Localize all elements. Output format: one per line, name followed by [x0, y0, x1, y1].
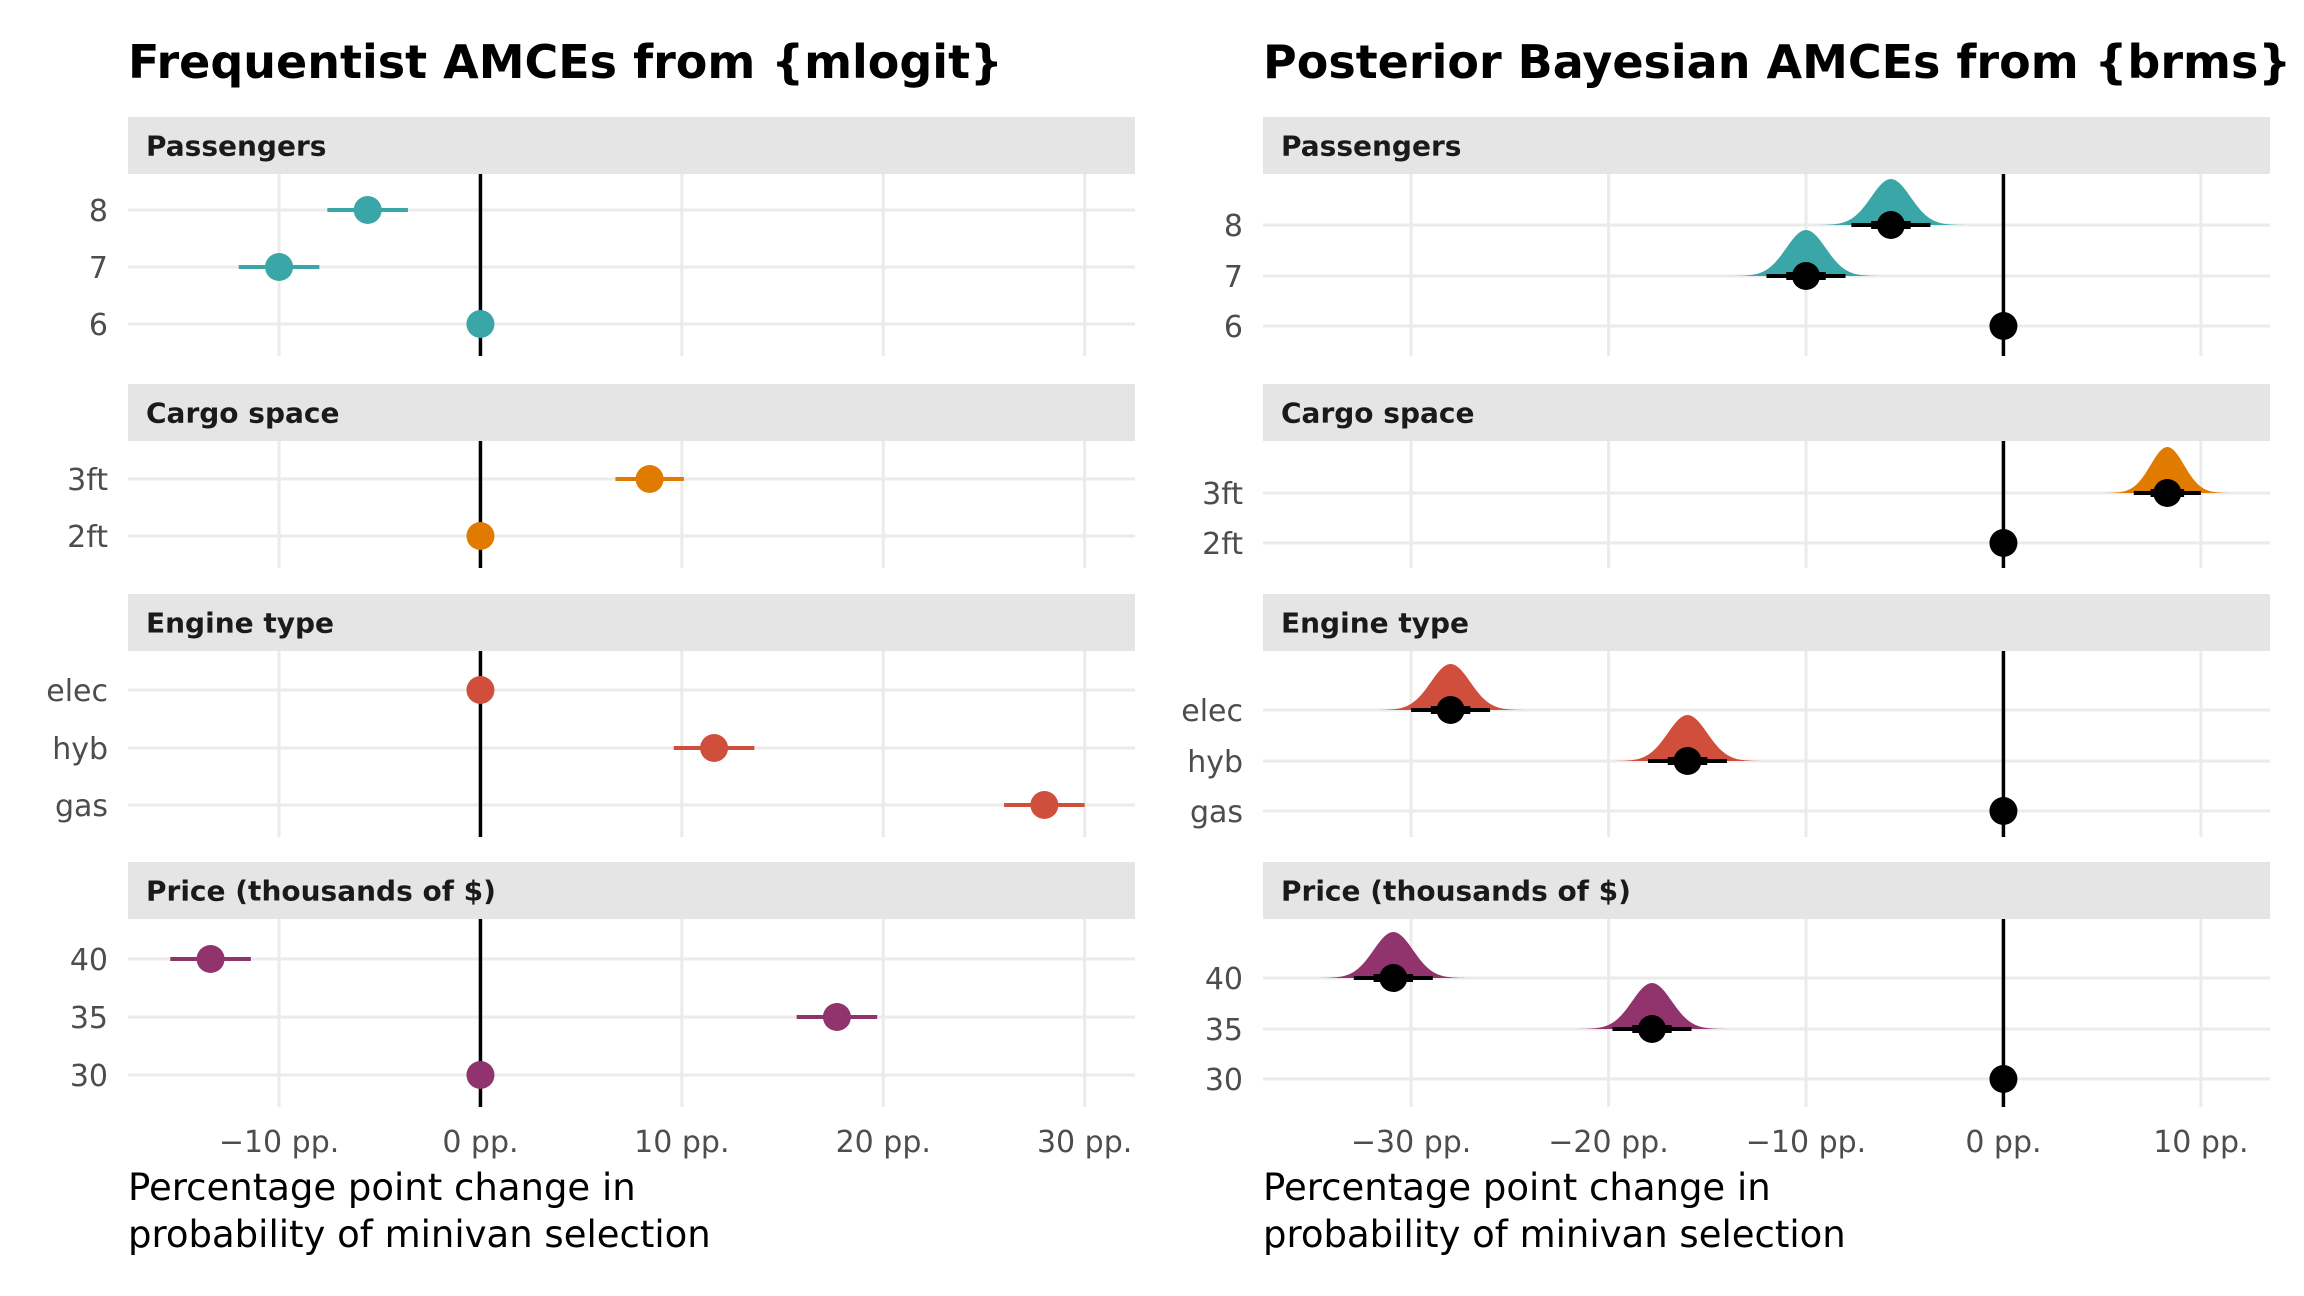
- y-tick-label: 40: [70, 943, 108, 978]
- y-tick-label: 30: [1205, 1063, 1243, 1098]
- posterior-median-point: [1989, 1065, 2018, 1093]
- posterior-median-point: [1379, 964, 1408, 992]
- x-tick-label: 20 pp.: [836, 1125, 931, 1160]
- facet-strip-label: Cargo space: [1281, 397, 1474, 430]
- x-tick-label: 0 pp.: [1965, 1125, 2041, 1160]
- x-axis-label: probability of minivan selection: [128, 1213, 711, 1256]
- chart-title: Frequentist AMCEs from {mlogit}: [128, 35, 1003, 89]
- y-tick-label: 8: [89, 194, 108, 229]
- x-tick-label: 30 pp.: [1037, 1125, 1132, 1160]
- facet-strip: [128, 117, 1135, 174]
- posterior-median-point: [1989, 797, 2018, 825]
- posterior-median-point: [1989, 529, 2018, 557]
- facet-engine-type: Engine type elec hyb gas: [1181, 594, 2270, 837]
- x-axis-label: Percentage point change in: [128, 1166, 636, 1209]
- facet-strip: [1263, 862, 2270, 919]
- x-tick-label: −30 pp.: [1351, 1125, 1471, 1160]
- posterior-median-point: [2153, 479, 2182, 507]
- x-axis-label: probability of minivan selection: [1263, 1213, 1846, 1256]
- facet-price-thousands-of: Price (thousands of $) 40 35 30: [1205, 862, 2270, 1107]
- facet-strip-label: Engine type: [146, 607, 334, 640]
- posterior-median-point: [1989, 312, 2018, 340]
- posterior-median-point: [1791, 262, 1820, 290]
- estimate-point: [466, 522, 495, 550]
- x-tick-label: −10 pp.: [219, 1125, 339, 1160]
- posterior-median-point: [1673, 747, 1702, 775]
- x-tick-label: 10 pp.: [634, 1125, 729, 1160]
- frequentist-panel: Frequentist AMCEs from {mlogit} Passenger…: [46, 35, 1135, 1256]
- facet-strip: [128, 594, 1135, 651]
- y-tick-label: 7: [1224, 260, 1243, 295]
- x-tick-label: 10 pp.: [2153, 1125, 2248, 1160]
- posterior-density: [1807, 179, 1974, 225]
- y-tick-label: 35: [70, 1001, 108, 1036]
- estimate-point: [700, 734, 729, 762]
- posterior-density: [2096, 447, 2238, 493]
- y-tick-label: 8: [1224, 209, 1243, 244]
- posterior-density: [1310, 932, 1477, 978]
- facet-strip-label: Engine type: [1281, 607, 1469, 640]
- facet-strip-label: Price (thousands of $): [1281, 875, 1631, 908]
- posterior-density: [1569, 983, 1735, 1029]
- estimate-point: [635, 465, 664, 493]
- x-tick-label: −20 pp.: [1548, 1125, 1668, 1160]
- y-tick-label: hyb: [52, 732, 108, 767]
- facet-strip: [1263, 384, 2270, 441]
- estimate-point: [466, 310, 495, 338]
- chart-title: Posterior Bayesian AMCEs from {brms}: [1263, 35, 2291, 89]
- facet-strip: [1263, 117, 2270, 174]
- posterior-density: [1604, 715, 1771, 761]
- y-tick-label: hyb: [1187, 745, 1243, 780]
- bayesian-panel: Posterior Bayesian AMCEs from {brms} Pass…: [1181, 35, 2291, 1256]
- estimate-point: [822, 1003, 851, 1031]
- x-tick-label: −10 pp.: [1746, 1125, 1866, 1160]
- facet-strip-label: Cargo space: [146, 397, 339, 430]
- facet-engine-type: Engine type elec hyb gas: [46, 594, 1135, 837]
- y-tick-label: 6: [89, 308, 108, 343]
- y-tick-label: 2ft: [1202, 527, 1243, 562]
- posterior-median-point: [1876, 211, 1905, 239]
- estimate-point: [265, 253, 294, 281]
- y-tick-label: elec: [1181, 694, 1243, 729]
- facet-strip-label: Passengers: [1281, 130, 1461, 163]
- y-tick-label: 2ft: [67, 520, 108, 555]
- facet-strip-label: Price (thousands of $): [146, 875, 496, 908]
- y-tick-label: 30: [70, 1059, 108, 1094]
- facet-passengers: Passengers 8 7 6: [1224, 117, 2270, 356]
- facet-strip-label: Passengers: [146, 130, 326, 163]
- estimate-point: [353, 196, 382, 224]
- y-tick-label: 3ft: [67, 463, 108, 498]
- y-tick-label: gas: [55, 789, 108, 824]
- y-tick-label: 35: [1205, 1013, 1243, 1048]
- facet-strip: [128, 862, 1135, 919]
- y-tick-label: gas: [1190, 795, 1243, 830]
- estimate-point: [196, 945, 225, 973]
- y-tick-label: 7: [89, 251, 108, 286]
- estimate-point: [466, 676, 495, 704]
- facet-passengers: Passengers 8 7 6: [89, 117, 1135, 356]
- y-tick-label: 6: [1224, 310, 1243, 345]
- posterior-density: [1367, 664, 1534, 710]
- estimate-point: [466, 1061, 495, 1089]
- facet-cargo-space: Cargo space 3ft 2ft: [1202, 384, 2270, 568]
- facet-strip: [128, 384, 1135, 441]
- facet-cargo-space: Cargo space 3ft 2ft: [67, 384, 1135, 568]
- posterior-density: [1723, 230, 1889, 276]
- y-tick-label: elec: [46, 674, 108, 709]
- facet-strip: [1263, 594, 2270, 651]
- x-tick-label: 0 pp.: [442, 1125, 518, 1160]
- y-tick-label: 3ft: [1202, 477, 1243, 512]
- posterior-median-point: [1637, 1015, 1666, 1043]
- x-axis-label: Percentage point change in: [1263, 1166, 1771, 1209]
- estimate-point: [1030, 791, 1059, 819]
- posterior-median-point: [1436, 696, 1465, 724]
- y-tick-label: 40: [1205, 962, 1243, 997]
- facet-price-thousands-of: Price (thousands of $) 40 35 30: [70, 862, 1135, 1107]
